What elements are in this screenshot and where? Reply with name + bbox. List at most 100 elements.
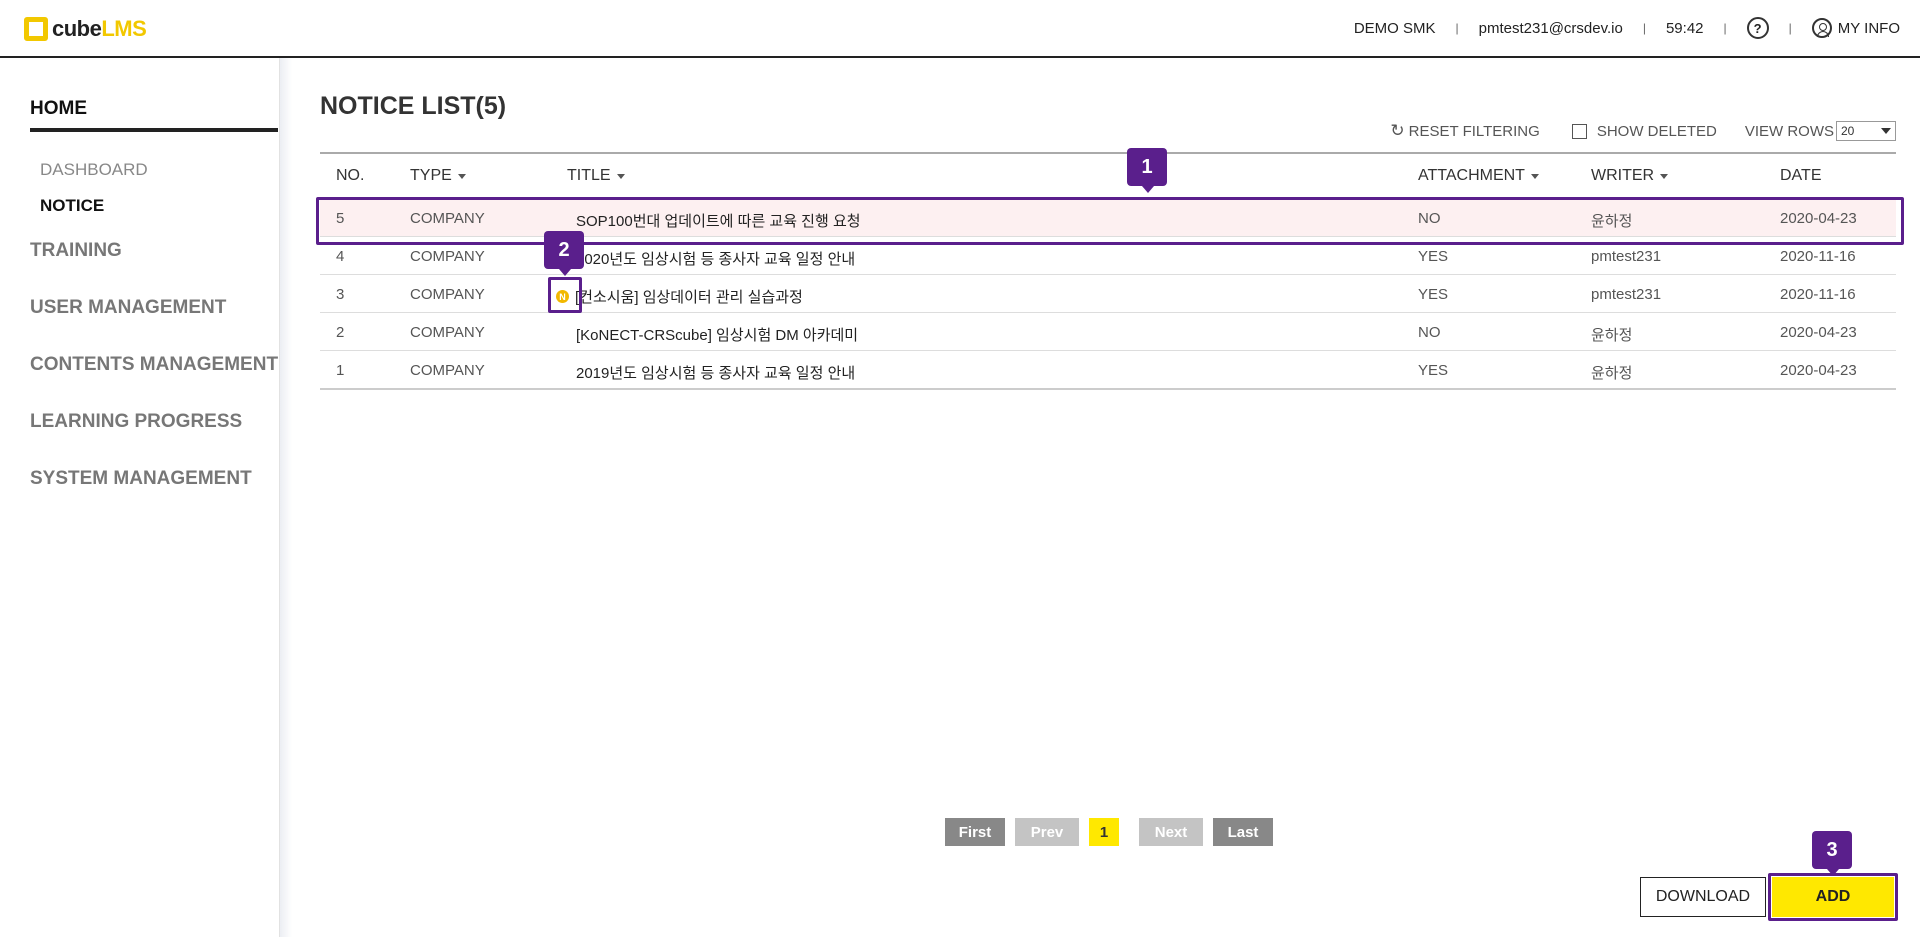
next-page-button[interactable]: Next (1139, 818, 1203, 846)
list-toolbar: ↻ RESET FILTERING SHOW DELETED VIEW ROWS… (1390, 121, 1896, 141)
cell-attachment: NO (1418, 210, 1441, 227)
refresh-icon: ↻ (1390, 121, 1405, 140)
table-row[interactable]: 2 COMPANY [KoNECT-CRScube] 임상시험 DM 아카데미 … (320, 312, 1896, 350)
highlight-badge-box (548, 277, 582, 313)
cell-attachment: YES (1418, 362, 1449, 379)
separator: | (1642, 21, 1646, 35)
session-timer: 59:42 (1665, 19, 1704, 37)
pagination: First Prev 1 Next Last (945, 818, 1283, 846)
view-rows-label: VIEW ROWS (1744, 122, 1834, 140)
cell-writer: 윤하정 (1591, 327, 1633, 344)
cell-title[interactable]: [KoNECT-CRScube] 임상시험 DM 아카데미 (576, 327, 859, 344)
cell-type: COMPANY (410, 324, 485, 341)
sidebar-item-learning-progress[interactable]: LEARNING PROGRESS (30, 411, 243, 432)
logo-square-icon (24, 17, 48, 41)
page-1-button[interactable]: 1 (1089, 818, 1119, 846)
sort-down-icon (1530, 173, 1539, 179)
reset-filtering-button[interactable]: ↻ RESET FILTERING (1390, 121, 1539, 141)
sort-down-icon (457, 173, 466, 179)
sidebar-item-home[interactable]: HOME (30, 98, 278, 132)
chevron-down-icon (1881, 128, 1891, 134)
notice-table: NO. TYPE TITLE ATTACHMENT WRITER DATE 5 … (320, 152, 1896, 390)
step-marker-2: 2 (544, 231, 584, 276)
cell-no: 2 (336, 324, 345, 341)
cell-title-text: [컨소시움] 임상데이터 관리 실습과정 (575, 289, 803, 306)
col-date: DATE (1780, 167, 1822, 184)
cell-writer: 윤하정 (1591, 365, 1633, 382)
cell-type: COMPANY (410, 286, 485, 303)
cell-attachment: YES (1418, 248, 1449, 265)
cell-type: COMPANY (410, 248, 485, 265)
col-no: NO. (336, 167, 365, 184)
highlight-row-box (316, 197, 1904, 245)
cell-no: 1 (336, 362, 345, 379)
cell-no: 4 (336, 248, 345, 265)
prev-page-button[interactable]: Prev (1015, 818, 1079, 846)
cell-type: COMPANY (410, 210, 485, 227)
cell-writer: 윤하정 (1591, 213, 1633, 230)
add-button[interactable]: ADD (1772, 877, 1894, 917)
my-info-link[interactable]: MY INFO (1811, 18, 1900, 38)
show-deleted-label: SHOW DELETED (1596, 122, 1717, 140)
sort-down-icon (1660, 173, 1669, 179)
view-rows-select[interactable]: 20 (1836, 121, 1896, 141)
org-name: DEMO SMK (1353, 19, 1436, 37)
help-icon[interactable]: ? (1746, 17, 1769, 39)
first-page-button[interactable]: First (945, 818, 1005, 846)
table-row[interactable]: 3 COMPANY N [컨소시움] 임상데이터 관리 실습과정 YES pmt… (320, 274, 1896, 312)
cell-no: 3 (336, 286, 345, 303)
separator: | (1723, 21, 1727, 35)
sidebar-item-training[interactable]: TRAINING (30, 240, 122, 261)
col-writer[interactable]: WRITER (1591, 167, 1669, 185)
cell-attachment: YES (1418, 286, 1449, 303)
step-marker-1: 1 (1127, 148, 1167, 193)
table-header: NO. TYPE TITLE ATTACHMENT WRITER DATE (320, 154, 1896, 198)
cell-type: COMPANY (410, 362, 485, 379)
col-attachment[interactable]: ATTACHMENT (1418, 167, 1539, 185)
logo-text: cubeLMS (52, 16, 147, 41)
separator: | (1788, 21, 1792, 35)
sidebar-shadow (280, 58, 292, 937)
cell-title[interactable]: N [컨소시움] 임상데이터 관리 실습과정 (556, 286, 803, 307)
sidebar-item-user-management[interactable]: USER MANAGEMENT (30, 297, 227, 318)
download-button[interactable]: DOWNLOAD (1640, 877, 1766, 917)
page-title: NOTICE LIST(5) (320, 92, 507, 120)
sidebar-item-system-management[interactable]: SYSTEM MANAGEMENT (30, 468, 252, 489)
table-row[interactable]: 4 COMPANY 2020년도 임상시험 등 종사자 교육 일정 안내 YES… (320, 236, 1896, 274)
cell-date: 2020-04-23 (1780, 324, 1857, 341)
cell-writer: pmtest231 (1591, 248, 1662, 265)
col-type[interactable]: TYPE (410, 167, 466, 185)
cell-no: 5 (336, 210, 345, 227)
view-rows: VIEW ROWS 20 (1745, 121, 1896, 141)
highlight-add-box (1768, 873, 1898, 921)
last-page-button[interactable]: Last (1213, 818, 1273, 846)
separator: | (1455, 21, 1459, 35)
sidebar: HOME DASHBOARD NOTICE TRAINING USER MANA… (0, 58, 280, 937)
cell-title[interactable]: SOP100번대 업데이트에 따른 교육 진행 요청 (576, 213, 861, 230)
new-badge-icon: N (556, 290, 569, 303)
my-info-label: MY INFO (1837, 19, 1900, 37)
cell-attachment: NO (1418, 324, 1441, 341)
col-title[interactable]: TITLE (567, 167, 625, 185)
cell-writer: pmtest231 (1591, 286, 1662, 303)
top-header: cubeLMS DEMO SMK | pmtest231@crsdev.io |… (0, 0, 1920, 58)
table-row[interactable]: 5 COMPANY SOP100번대 업데이트에 따른 교육 진행 요청 NO … (320, 198, 1896, 236)
table-row[interactable]: 1 COMPANY 2019년도 임상시험 등 종사자 교육 일정 안내 YES… (320, 350, 1896, 388)
user-icon (1811, 18, 1832, 38)
cell-title[interactable]: 2020년도 임상시험 등 종사자 교육 일정 안내 (576, 251, 856, 268)
cell-date: 2020-11-16 (1780, 248, 1856, 265)
user-email: pmtest231@crsdev.io (1478, 19, 1623, 37)
show-deleted-toggle[interactable]: SHOW DELETED (1571, 122, 1717, 140)
cell-date: 2020-04-23 (1780, 210, 1857, 227)
cell-date: 2020-11-16 (1780, 286, 1856, 303)
sidebar-sub-notice[interactable]: NOTICE (40, 196, 105, 215)
cell-title[interactable]: 2019년도 임상시험 등 종사자 교육 일정 안내 (576, 365, 856, 382)
show-deleted-checkbox[interactable] (1571, 123, 1587, 139)
sidebar-item-contents-management[interactable]: CONTENTS MANAGEMENT (30, 354, 279, 375)
sidebar-sub-dashboard[interactable]: DASHBOARD (40, 160, 148, 179)
cubelms-logo[interactable]: cubeLMS (24, 15, 147, 43)
header-user-area: DEMO SMK | pmtest231@crsdev.io | 59:42 |… (1354, 17, 1900, 39)
reset-filtering-label: RESET FILTERING (1408, 122, 1540, 140)
cell-date: 2020-04-23 (1780, 362, 1857, 379)
view-rows-value: 20 (1841, 124, 1855, 138)
